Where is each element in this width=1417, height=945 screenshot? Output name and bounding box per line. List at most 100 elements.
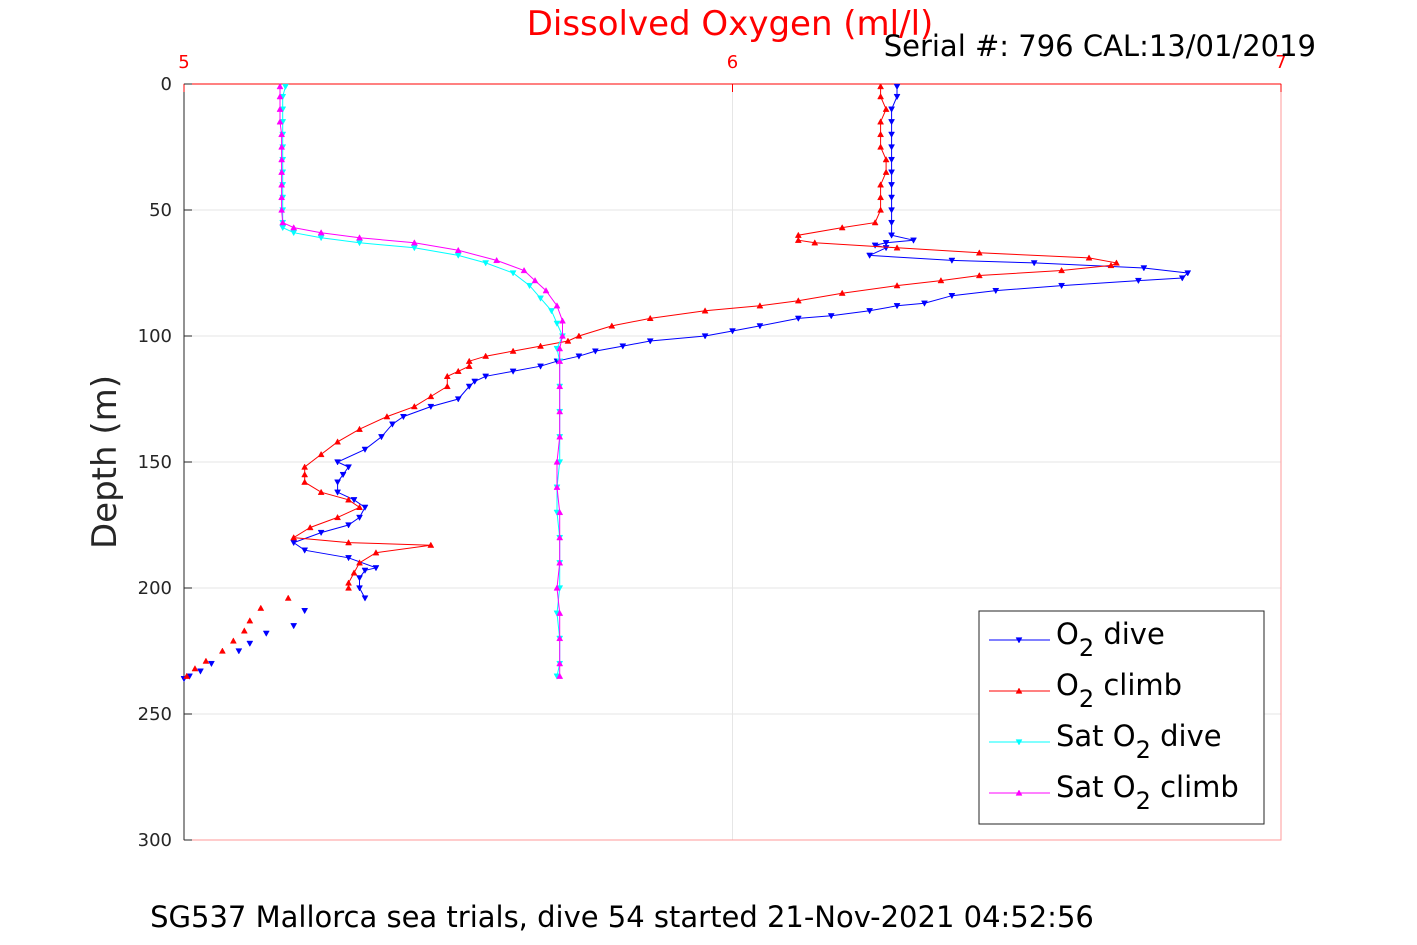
data-point: [564, 337, 572, 344]
data-point: [279, 219, 287, 226]
data-point: [992, 287, 1000, 295]
data-point: [356, 585, 363, 592]
data-point: [356, 559, 363, 566]
data-point: [556, 634, 564, 642]
data-point: [877, 93, 885, 100]
data-point: [888, 169, 895, 176]
data-point: [410, 403, 418, 410]
ticks: 5 6 7 0 50 100 150 200 250 300: [138, 52, 1287, 851]
data-point: [871, 242, 879, 249]
data-point: [553, 458, 561, 465]
data-point: [893, 93, 901, 101]
legend: O2 dive O2 climb Sat O2 dive Sat O2 climb: [978, 610, 1265, 825]
data-point: [756, 302, 764, 309]
data-point: [257, 604, 265, 611]
data-point: [372, 549, 380, 556]
data-point: [591, 348, 599, 355]
data-point: [290, 534, 298, 541]
data-point: [482, 373, 490, 380]
data-point: [921, 300, 928, 307]
data-point: [882, 105, 890, 112]
data-point: [350, 569, 358, 576]
data-point: [443, 382, 451, 390]
data-point: [218, 647, 226, 654]
legend-label: O2 dive: [1056, 617, 1165, 662]
data-point: [866, 252, 874, 259]
data-point: [356, 503, 363, 511]
data-point: [888, 144, 895, 151]
y-tick-label: 300: [138, 830, 172, 851]
x-tick-label: 6: [727, 52, 738, 73]
data-point: [278, 206, 286, 213]
data-point: [877, 118, 885, 125]
data-point: [191, 665, 199, 672]
data-point: [893, 83, 901, 91]
data-point: [888, 119, 895, 126]
data-point: [556, 559, 564, 566]
data-point: [290, 623, 298, 630]
data-point: [345, 584, 352, 591]
data-point: [888, 156, 895, 164]
data-point: [334, 459, 342, 466]
data-point: [893, 244, 901, 251]
data-point: [372, 565, 380, 572]
legend-marker: [1015, 789, 1023, 796]
serial-label: Serial #: 796 CAL:13/01/2019: [884, 29, 1316, 63]
data-point: [888, 182, 895, 189]
data-point: [556, 660, 564, 667]
data-point: [276, 93, 284, 100]
data-point: [465, 383, 473, 390]
data-point: [893, 282, 901, 289]
x-tick-label: 7: [1275, 52, 1286, 73]
data-point: [317, 450, 325, 458]
data-point: [427, 403, 435, 411]
data-point: [556, 345, 564, 352]
data-point: [619, 343, 627, 350]
legend-box: [978, 610, 1265, 825]
data-point: [183, 672, 191, 679]
data-point: [877, 206, 885, 213]
series-1: [290, 83, 1120, 591]
data-point: [378, 434, 385, 441]
data-point: [1140, 265, 1148, 272]
data-point: [345, 464, 352, 471]
data-point: [482, 260, 490, 267]
data-point: [1058, 266, 1066, 274]
data-point: [197, 668, 204, 675]
data-point: [910, 237, 917, 244]
y-tick-label: 200: [138, 578, 172, 599]
data-point: [345, 496, 352, 503]
data-point: [278, 193, 286, 201]
data-point: [454, 367, 462, 374]
data-point: [208, 660, 215, 668]
data-point: [282, 83, 289, 91]
data-point: [356, 575, 363, 582]
data-point: [399, 413, 407, 421]
data-point: [559, 317, 566, 324]
data-point: [794, 315, 802, 322]
data-point: [646, 314, 654, 322]
data-point: [548, 308, 555, 315]
data-point: [729, 328, 736, 335]
data-point: [361, 567, 369, 574]
data-point: [345, 539, 352, 546]
data-point: [877, 181, 885, 188]
data-point: [334, 513, 342, 521]
data-point: [888, 131, 895, 138]
y-tick-label: 0: [161, 74, 172, 95]
data-point: [975, 249, 983, 256]
y-axis-label: Depth (m): [85, 375, 125, 549]
data-point: [537, 342, 544, 349]
data-point: [290, 224, 298, 231]
data-point: [553, 483, 561, 490]
legend-marker: [1015, 739, 1023, 746]
data-point: [229, 637, 237, 644]
data-point: [701, 307, 709, 314]
chart-title: Dissolved Oxygen (ml/l): [527, 4, 934, 44]
data-point: [361, 446, 369, 453]
legend-label: Sat O2 climb: [1056, 770, 1239, 815]
data-point: [361, 504, 369, 511]
footer-caption: SG537 Mallorca sea trials, dive 54 start…: [150, 900, 1094, 934]
data-point: [537, 295, 544, 302]
